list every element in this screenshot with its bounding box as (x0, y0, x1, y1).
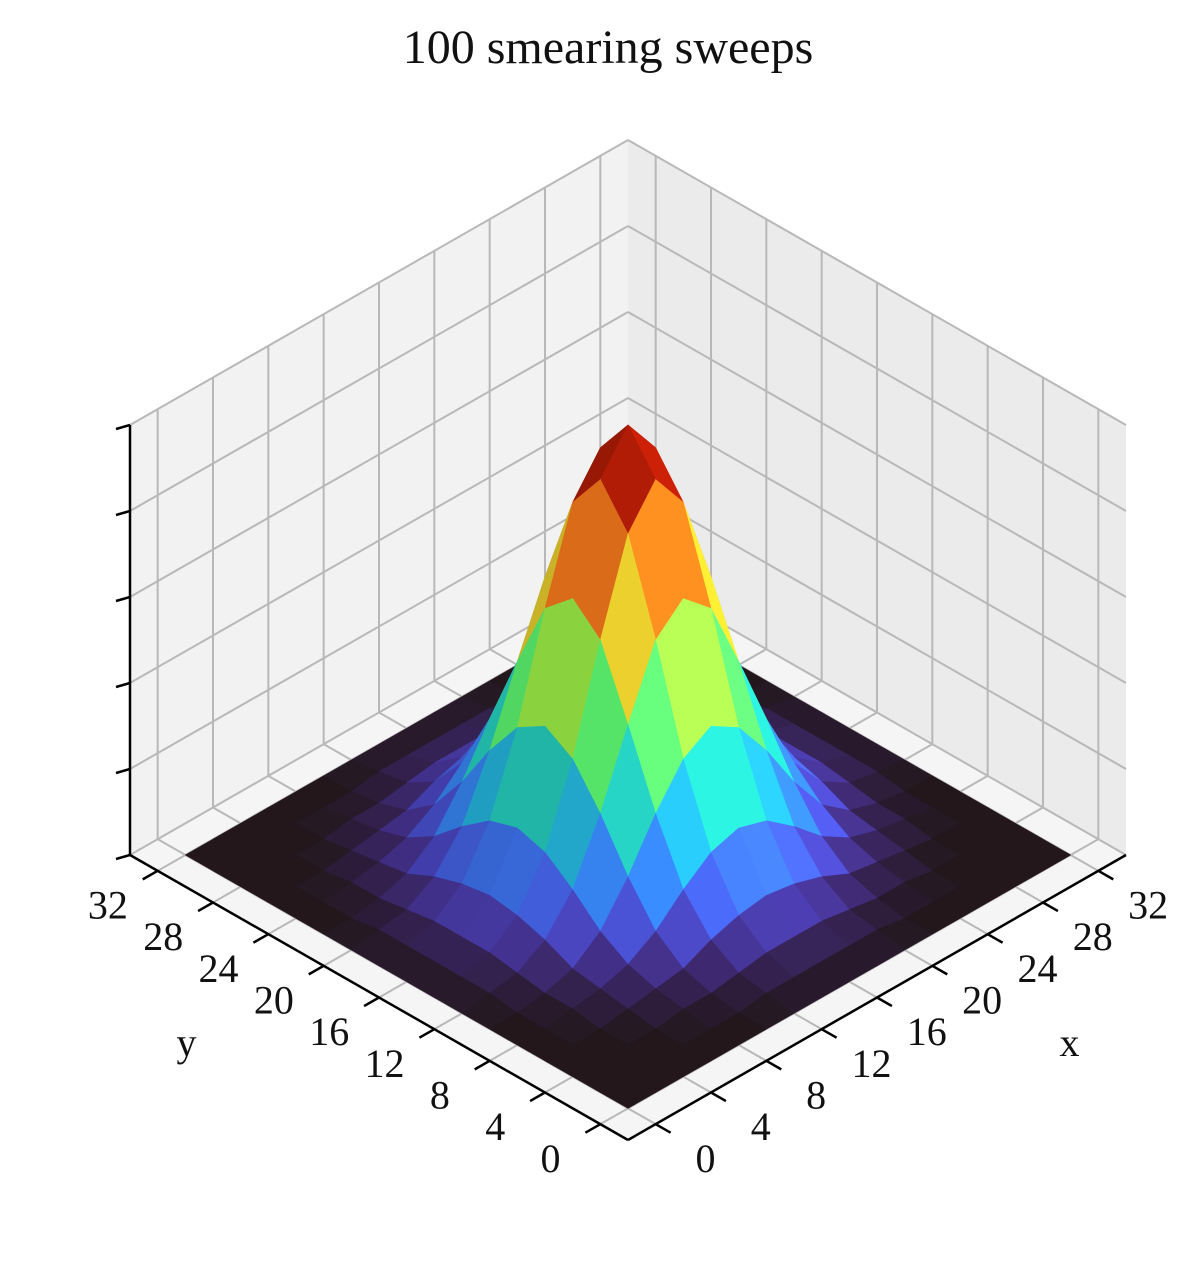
x-tick-label: 0 (695, 1136, 715, 1181)
z-tick (115, 853, 131, 861)
x-tick-label: 24 (1017, 946, 1057, 991)
y-tick (474, 1059, 491, 1071)
grid-line (627, 311, 1127, 598)
x-tick (1042, 901, 1059, 913)
y-tick-label: 4 (485, 1104, 505, 1149)
grid-line (627, 483, 1127, 770)
y-tick-label: 24 (199, 946, 239, 991)
x-axis-label: x (1060, 1020, 1080, 1065)
x-tick (931, 964, 948, 976)
x-tick-label: 32 (1128, 883, 1168, 928)
x-tick (987, 933, 1004, 944)
x-tick (876, 996, 893, 1008)
x-tick (1097, 869, 1114, 881)
x-tick (710, 1091, 727, 1103)
grid-line (129, 397, 629, 684)
grid-line (129, 139, 629, 426)
z-tick (115, 423, 131, 431)
x-tick (821, 1028, 838, 1039)
x-tick-label: 28 (1073, 914, 1113, 959)
x-tick-label: 12 (851, 1041, 891, 1086)
y-tick-label: 0 (541, 1136, 561, 1181)
y-tick (584, 1123, 601, 1134)
grid-line (627, 397, 1127, 684)
x-tick-label: 4 (751, 1104, 771, 1149)
y-tick (363, 996, 380, 1008)
surface-cell (599, 1076, 657, 1109)
y-tick-label: 32 (88, 883, 128, 928)
z-tick (115, 509, 131, 517)
y-tick (529, 1091, 546, 1103)
x-tick-label: 8 (806, 1073, 826, 1118)
chart-title: 100 smearing sweeps (403, 21, 814, 74)
y-axis-label: y (176, 1020, 196, 1065)
x-tick (765, 1059, 782, 1071)
y-tick (418, 1028, 435, 1039)
grid-line (129, 483, 629, 770)
z-tick (115, 595, 131, 603)
y-tick (308, 964, 325, 976)
x-tick (655, 1123, 672, 1134)
z-tick (115, 767, 131, 775)
y-tick-label: 28 (143, 914, 183, 959)
x-tick-label: 20 (962, 978, 1002, 1023)
y-tick-label: 20 (254, 978, 294, 1023)
y-tick (142, 869, 159, 881)
grid-line (129, 225, 629, 512)
y-tick-label: 8 (430, 1073, 450, 1118)
y-tick (252, 933, 269, 944)
x-tick-label: 16 (907, 1009, 947, 1054)
grid-line (627, 225, 1127, 512)
grid-line (627, 139, 1127, 426)
y-tick (197, 901, 214, 913)
y-tick-label: 12 (365, 1041, 405, 1086)
y-tick-label: 16 (309, 1009, 349, 1054)
z-tick (115, 681, 131, 689)
grid-line (129, 311, 629, 598)
